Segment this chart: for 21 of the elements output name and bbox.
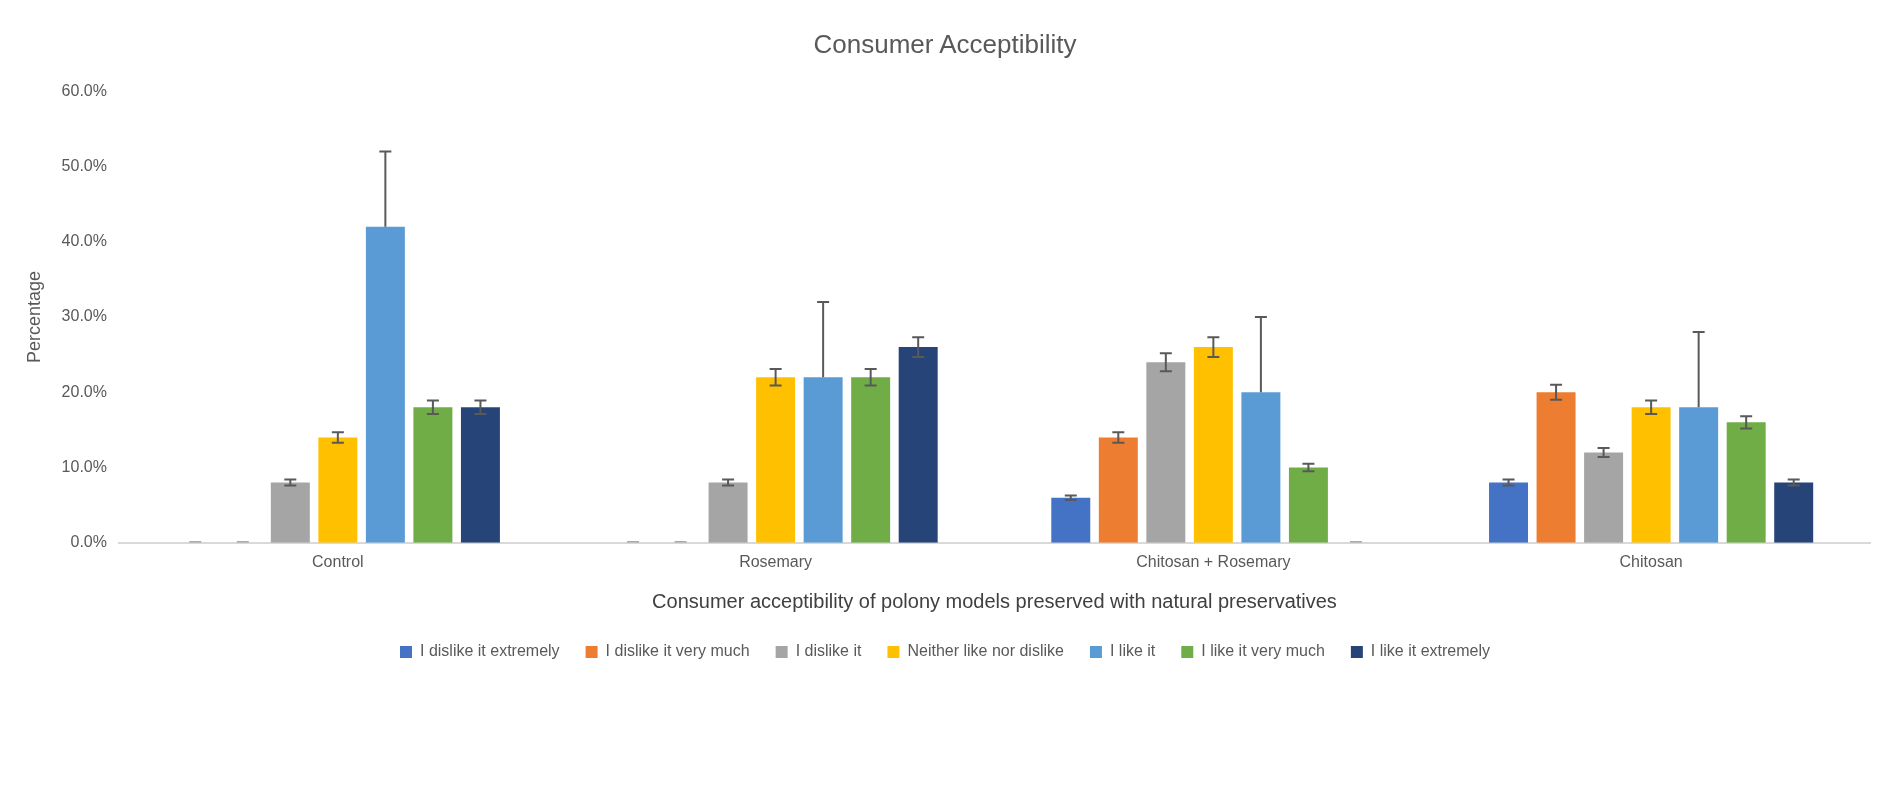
y-tick-label: 0.0% [70, 533, 107, 551]
y-axis-title: Percentage [23, 270, 44, 364]
x-axis-title: Consumer acceptibility of polony models preserved with natural preservatives [652, 589, 1337, 612]
y-tick-label: 50.0% [61, 156, 107, 174]
x-tick-label: Rosemary [739, 552, 813, 570]
y-tick-label: 60.0% [61, 81, 107, 99]
legend-label: I like it extremely [1370, 642, 1490, 660]
legend-label: I dislike it very much [605, 642, 750, 660]
legend-label: I dislike it [795, 642, 862, 660]
legend-label: I like it [1109, 642, 1156, 660]
x-tick-label: Control [312, 552, 364, 570]
y-tick-label: 10.0% [61, 457, 107, 475]
legend-label: I dislike it extremely [420, 642, 560, 660]
legend-label: Neither like nor dislike [907, 642, 1065, 660]
y-tick-label: 40.0% [61, 232, 107, 250]
x-tick-label: Chitosan + Rosemary [1136, 552, 1291, 570]
chart-title: Consumer Acceptibility [813, 28, 1077, 59]
legend-label: I like it very much [1201, 642, 1325, 660]
y-tick-label: 20.0% [61, 382, 107, 400]
x-tick-label: Chitosan [1619, 552, 1683, 570]
y-tick-label: 30.0% [61, 307, 107, 325]
